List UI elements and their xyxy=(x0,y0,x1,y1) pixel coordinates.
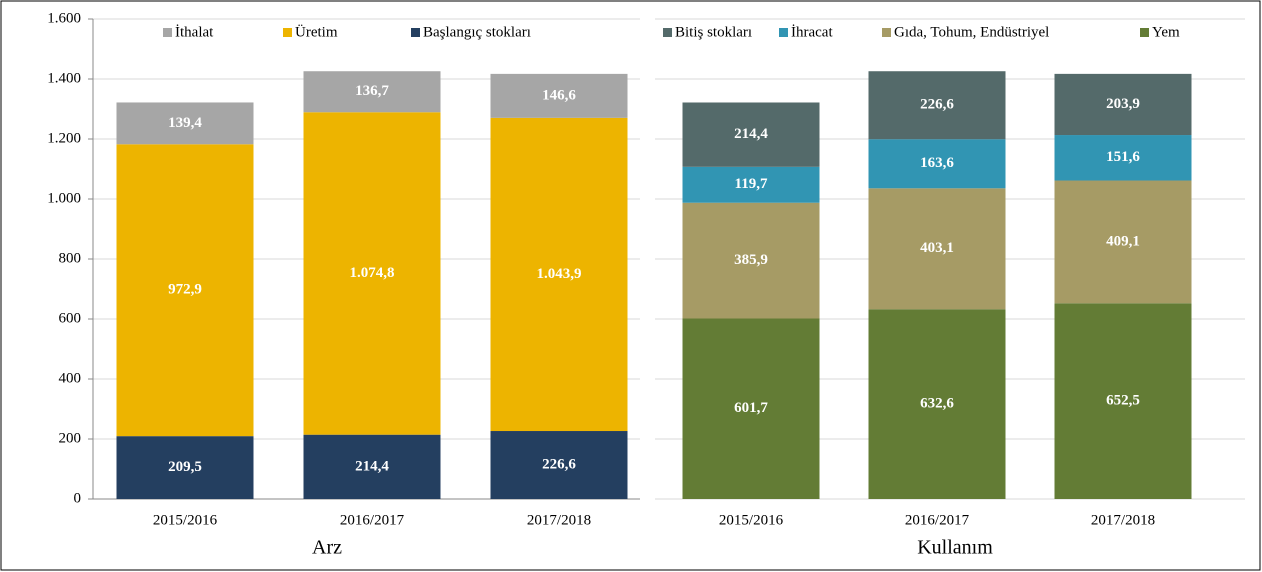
bar-segment xyxy=(868,188,1006,310)
legend-swatch xyxy=(663,28,672,37)
data-label: 214,4 xyxy=(355,458,389,474)
data-label: 403,1 xyxy=(920,240,954,256)
data-label: 203,9 xyxy=(1106,96,1140,112)
bar-segment xyxy=(1054,135,1192,181)
data-label: 209,5 xyxy=(168,459,202,475)
bar-segment xyxy=(116,436,254,499)
legend-label: İthalat xyxy=(175,24,214,40)
data-label: 632,6 xyxy=(920,396,954,412)
data-label: 1.043,9 xyxy=(537,266,582,282)
data-label: 119,7 xyxy=(735,176,768,192)
y-tick-label: 600 xyxy=(59,310,82,326)
data-label: 151,6 xyxy=(1106,149,1140,165)
bar-segment xyxy=(682,166,820,203)
bar-segment xyxy=(1054,303,1192,499)
bar-segment xyxy=(868,139,1006,189)
legend-label: İhracat xyxy=(791,24,833,40)
data-label: 139,4 xyxy=(168,115,202,131)
bar-segment xyxy=(682,318,820,499)
y-tick-label: 200 xyxy=(59,430,82,446)
y-tick-label: 1.200 xyxy=(47,130,81,146)
bar-segment xyxy=(303,112,441,435)
bar-segment xyxy=(1054,73,1192,136)
x-tick-label: 2015/2016 xyxy=(153,512,218,528)
legend-swatch xyxy=(779,28,788,37)
x-axis-title: Kullanım xyxy=(917,537,993,559)
x-axis-title: Arz xyxy=(312,537,342,559)
data-label: 972,9 xyxy=(168,282,202,298)
data-label: 1.074,8 xyxy=(350,265,395,281)
data-label: 163,6 xyxy=(920,155,954,171)
x-tick-label: 2015/2016 xyxy=(719,512,784,528)
y-tick-label: 1.600 xyxy=(47,10,81,26)
x-tick-label: 2016/2017 xyxy=(340,512,405,528)
x-tick-label: 2016/2017 xyxy=(905,512,970,528)
legend-label: Üretim xyxy=(295,23,338,40)
y-tick-label: 800 xyxy=(59,250,82,266)
y-tick-label: 0 xyxy=(74,490,82,506)
data-label: 226,6 xyxy=(542,456,576,472)
bar-segment xyxy=(303,434,441,499)
data-label: 652,5 xyxy=(1106,393,1140,409)
bar-segment xyxy=(1054,180,1192,304)
legend-label: Gıda, Tohum, Endüstriyel xyxy=(894,24,1049,40)
bar-segment xyxy=(116,144,254,437)
legend-swatch xyxy=(411,28,420,37)
legend-swatch xyxy=(163,28,172,37)
data-label: 601,7 xyxy=(734,400,768,416)
bar-segment xyxy=(303,71,441,113)
bar-segment xyxy=(490,431,628,499)
y-tick-label: 400 xyxy=(59,370,82,386)
legend-label: Başlangıç stokları xyxy=(423,24,531,40)
bar-segment xyxy=(682,102,820,167)
bar-segment xyxy=(682,202,820,319)
legend-swatch xyxy=(283,28,292,37)
data-label: 136,7 xyxy=(355,83,389,99)
legend-swatch xyxy=(1140,28,1149,37)
bar-segment xyxy=(116,102,254,145)
x-tick-label: 2017/2018 xyxy=(527,512,591,528)
data-label: 409,1 xyxy=(1106,233,1140,249)
bar-segment xyxy=(490,73,628,118)
y-tick-label: 1.400 xyxy=(47,70,81,86)
bar-segment xyxy=(490,117,628,432)
data-label: 226,6 xyxy=(920,97,954,113)
bar-segment xyxy=(868,71,1006,140)
legend-label: Yem xyxy=(1152,24,1180,40)
y-tick-label: 1.000 xyxy=(47,190,81,206)
data-label: 146,6 xyxy=(542,87,576,103)
legend-label: Bitiş stokları xyxy=(675,24,752,40)
data-label: 385,9 xyxy=(734,252,768,268)
x-tick-label: 2017/2018 xyxy=(1091,512,1155,528)
bar-segment xyxy=(868,309,1006,499)
data-label: 214,4 xyxy=(734,126,768,142)
legend-swatch xyxy=(882,28,891,37)
